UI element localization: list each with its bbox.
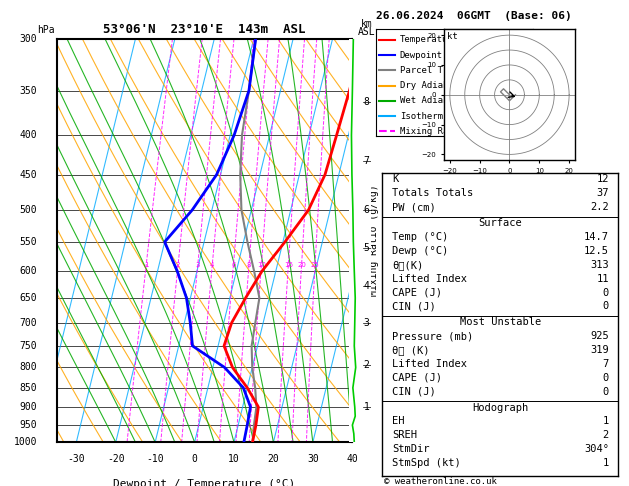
Text: 650: 650: [19, 293, 37, 303]
Text: km: km: [360, 19, 372, 29]
Text: 300: 300: [19, 34, 37, 44]
Text: 14.7: 14.7: [584, 232, 609, 242]
Text: 925: 925: [590, 331, 609, 341]
Text: 600: 600: [19, 266, 37, 276]
Text: 3: 3: [364, 318, 369, 328]
Text: θᴇ(K): θᴇ(K): [392, 260, 423, 270]
Text: 2: 2: [603, 431, 609, 440]
Text: 304°: 304°: [584, 444, 609, 454]
Text: LCL: LCL: [352, 429, 367, 438]
Text: -20: -20: [107, 454, 125, 464]
Text: CAPE (J): CAPE (J): [392, 288, 442, 297]
Text: CIN (J): CIN (J): [392, 301, 436, 312]
Text: 8: 8: [247, 262, 251, 268]
Text: 800: 800: [19, 363, 37, 372]
Text: Pressure (mb): Pressure (mb): [392, 331, 473, 341]
Text: 6: 6: [231, 262, 236, 268]
Text: kt: kt: [447, 32, 458, 41]
Text: Wet Adiabat: Wet Adiabat: [400, 96, 459, 105]
Text: Totals Totals: Totals Totals: [392, 189, 473, 198]
Text: Dewpoint: Dewpoint: [400, 51, 443, 60]
Text: Mixing Ratio (g/kg): Mixing Ratio (g/kg): [369, 185, 379, 296]
Text: 2.2: 2.2: [590, 202, 609, 212]
Text: Lifted Index: Lifted Index: [392, 274, 467, 284]
Text: 37: 37: [596, 189, 609, 198]
Text: ASL: ASL: [357, 27, 376, 37]
Text: 25: 25: [311, 262, 320, 268]
Text: 12: 12: [596, 174, 609, 185]
Text: 10: 10: [257, 262, 266, 268]
Text: 313: 313: [590, 260, 609, 270]
Text: 8: 8: [364, 97, 369, 107]
Text: 40: 40: [347, 454, 358, 464]
Text: Isotherm: Isotherm: [400, 112, 443, 121]
Text: 0: 0: [603, 301, 609, 312]
Text: 0: 0: [192, 454, 198, 464]
Text: 7: 7: [364, 156, 369, 166]
Text: Hodograph: Hodograph: [472, 402, 528, 413]
Text: 850: 850: [19, 383, 37, 393]
Text: 550: 550: [19, 237, 37, 247]
Text: 1000: 1000: [14, 437, 37, 447]
Text: 2: 2: [176, 262, 180, 268]
Text: 500: 500: [19, 205, 37, 215]
Text: 1: 1: [144, 262, 148, 268]
Text: Most Unstable: Most Unstable: [460, 317, 541, 328]
Text: 3: 3: [196, 262, 200, 268]
Text: 10: 10: [228, 454, 240, 464]
Text: Dewp (°C): Dewp (°C): [392, 246, 448, 256]
Text: 30: 30: [307, 454, 319, 464]
Text: Lifted Index: Lifted Index: [392, 359, 467, 369]
Text: 1: 1: [603, 458, 609, 468]
Text: 1: 1: [603, 417, 609, 427]
Text: 5: 5: [364, 243, 369, 253]
Text: 4: 4: [210, 262, 214, 268]
Text: Dewpoint / Temperature (°C): Dewpoint / Temperature (°C): [113, 479, 296, 486]
Text: Parcel Trajectory: Parcel Trajectory: [400, 66, 491, 75]
Title: 53°06'N  23°10'E  143m  ASL: 53°06'N 23°10'E 143m ASL: [103, 23, 306, 36]
Text: 450: 450: [19, 170, 37, 180]
Text: 900: 900: [19, 402, 37, 412]
Text: Temp (°C): Temp (°C): [392, 232, 448, 242]
Text: PW (cm): PW (cm): [392, 202, 436, 212]
Text: 11: 11: [596, 274, 609, 284]
Text: StmDir: StmDir: [392, 444, 430, 454]
Text: Dry Adiabat: Dry Adiabat: [400, 81, 459, 90]
Text: -10: -10: [147, 454, 164, 464]
Text: 26.06.2024  06GMT  (Base: 06): 26.06.2024 06GMT (Base: 06): [376, 11, 572, 21]
Text: 700: 700: [19, 318, 37, 328]
Text: 7: 7: [603, 359, 609, 369]
Text: 20: 20: [297, 262, 306, 268]
Text: 20: 20: [267, 454, 279, 464]
Text: K: K: [392, 174, 398, 185]
Text: hPa: hPa: [37, 25, 55, 35]
Text: 0: 0: [603, 288, 609, 297]
Text: 2: 2: [364, 361, 369, 370]
Text: Mixing Ratio: Mixing Ratio: [400, 127, 464, 136]
Text: 350: 350: [19, 86, 37, 96]
Text: 319: 319: [590, 345, 609, 355]
Text: StmSpd (kt): StmSpd (kt): [392, 458, 460, 468]
Text: CAPE (J): CAPE (J): [392, 373, 442, 383]
Text: EH: EH: [392, 417, 404, 427]
Text: 400: 400: [19, 130, 37, 140]
Text: 12.5: 12.5: [584, 246, 609, 256]
Text: 6: 6: [364, 205, 369, 215]
Text: Temperature: Temperature: [400, 35, 459, 44]
Text: © weatheronline.co.uk: © weatheronline.co.uk: [384, 477, 496, 486]
Text: 16: 16: [284, 262, 293, 268]
Text: 0: 0: [603, 387, 609, 397]
Text: -30: -30: [67, 454, 85, 464]
Text: 4: 4: [364, 281, 369, 292]
Text: θᴇ (K): θᴇ (K): [392, 345, 430, 355]
Text: 1: 1: [364, 401, 369, 412]
Text: SREH: SREH: [392, 431, 417, 440]
Text: 0: 0: [603, 373, 609, 383]
Text: 950: 950: [19, 420, 37, 430]
Text: 750: 750: [19, 341, 37, 351]
Text: Surface: Surface: [479, 218, 522, 228]
Text: CIN (J): CIN (J): [392, 387, 436, 397]
